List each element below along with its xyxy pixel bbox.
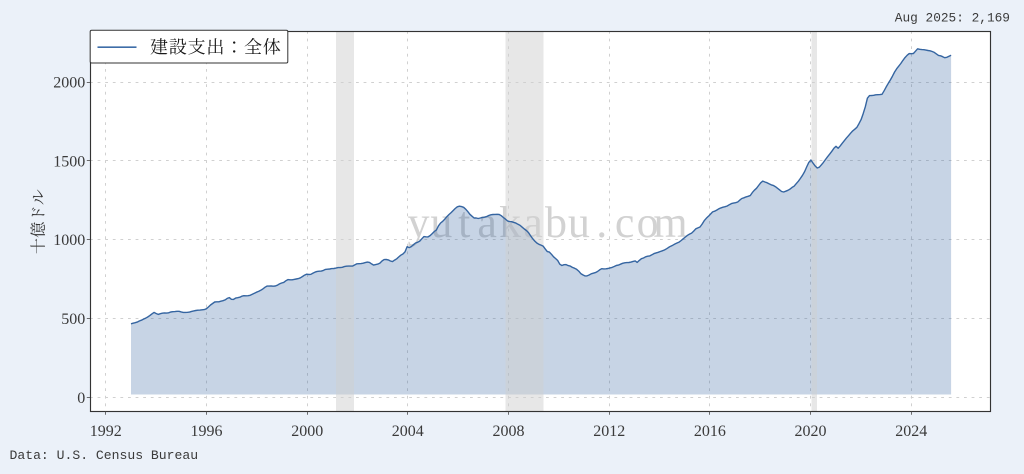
svg-text:1500: 1500 xyxy=(53,153,85,170)
svg-text:2020: 2020 xyxy=(795,423,827,440)
svg-text:2008: 2008 xyxy=(493,423,525,440)
svg-text:500: 500 xyxy=(61,311,85,328)
svg-text:y: y xyxy=(408,198,430,247)
svg-text:b: b xyxy=(545,198,567,247)
svg-text:2012: 2012 xyxy=(593,423,625,440)
svg-text:m: m xyxy=(653,198,687,247)
svg-text:.: . xyxy=(596,198,607,247)
svg-text:o: o xyxy=(637,198,659,247)
svg-text:2024: 2024 xyxy=(895,423,927,440)
svg-text:0: 0 xyxy=(77,390,85,407)
svg-text:Data: U.S. Census Bureau: Data: U.S. Census Bureau xyxy=(10,448,199,463)
svg-text:1992: 1992 xyxy=(90,423,122,440)
svg-text:1000: 1000 xyxy=(53,232,85,249)
svg-text:2000: 2000 xyxy=(291,423,323,440)
svg-text:Aug 2025: 2,169: Aug 2025: 2,169 xyxy=(895,10,1010,25)
svg-text:a: a xyxy=(477,198,497,247)
svg-text:u: u xyxy=(568,198,590,247)
svg-text:2000: 2000 xyxy=(53,74,85,91)
svg-text:c: c xyxy=(615,198,635,247)
svg-text:1996: 1996 xyxy=(191,423,223,440)
svg-text:2016: 2016 xyxy=(694,423,726,440)
svg-text:2004: 2004 xyxy=(392,423,424,440)
